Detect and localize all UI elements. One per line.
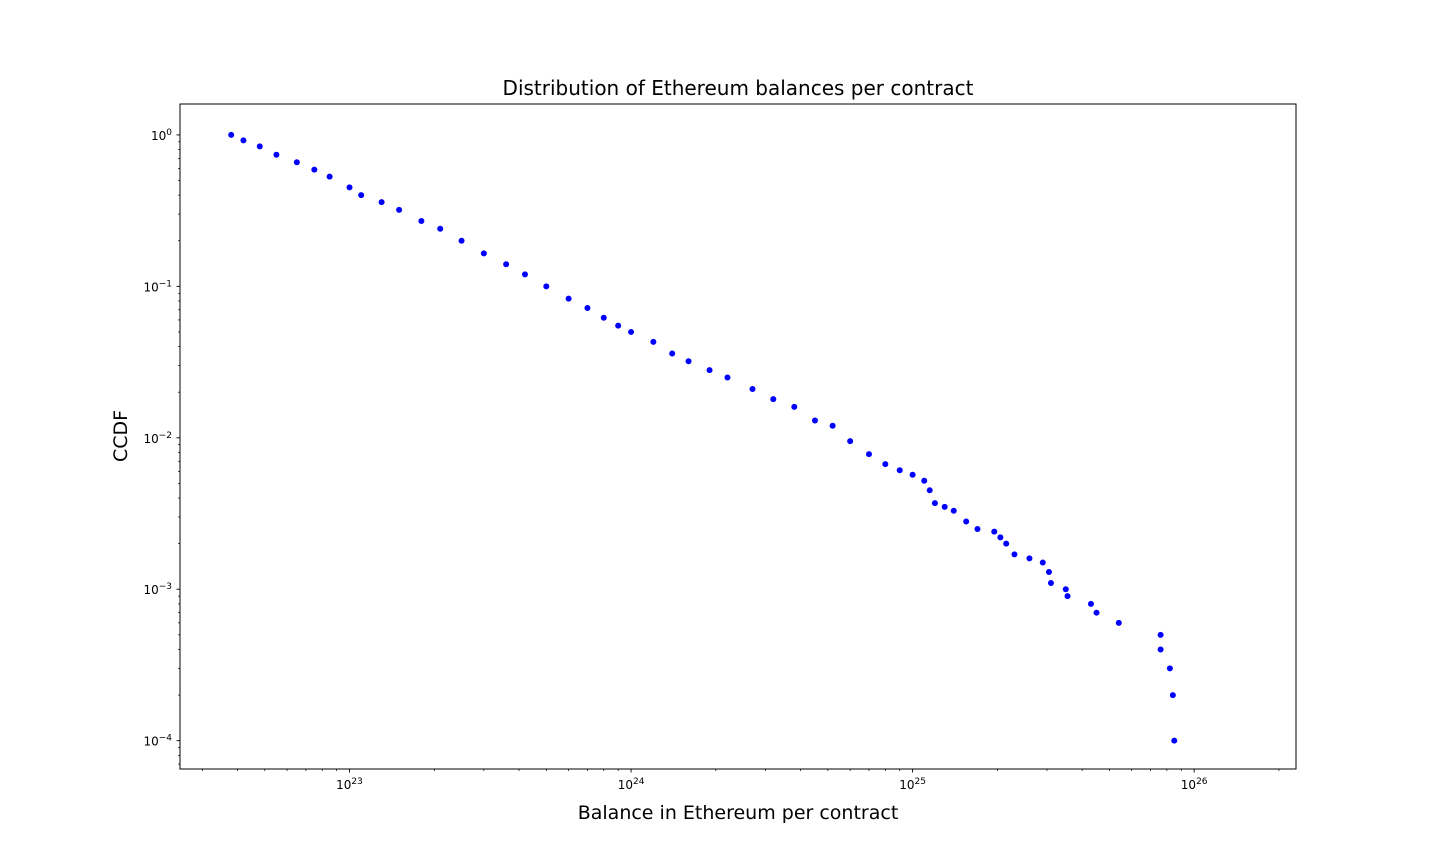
data-point [1157,646,1164,653]
data-point [1157,631,1164,638]
data-point [865,451,872,458]
data-point [724,374,731,381]
x-axis-ticks: 1023 1024 1025 1026 [201,769,1280,792]
data-point [1026,555,1033,562]
data-point [346,184,353,191]
data-point [770,396,777,403]
data-point [437,225,444,232]
data-point [921,477,928,484]
data-point [293,159,300,166]
data-point [1062,586,1069,593]
data-point [847,438,854,445]
data-point [829,422,836,429]
data-point [358,192,365,199]
y-axis-ticks: 100 10−1 10−2 10−3 10−4 [143,128,180,765]
data-point [228,131,235,138]
data-point [240,137,247,144]
x-tick-label: 1026 [1181,777,1208,792]
x-tick-label: 1025 [899,777,926,792]
data-point [669,350,676,357]
data-point [1169,692,1176,699]
data-point [503,261,510,268]
data-point [941,503,948,510]
data-point [1115,619,1122,626]
data-point [458,237,465,244]
data-point [896,467,903,474]
data-point [1045,568,1052,575]
data-point [565,295,572,302]
y-axis-label: CCDF [110,410,132,462]
data-point [950,507,957,514]
data-point [685,358,692,365]
data-point [974,525,981,532]
y-tick-label: 100 [151,128,172,143]
plot-frame [179,103,1297,770]
data-point [882,461,889,468]
data-point [615,322,622,329]
data-point [650,338,657,345]
data-point [418,218,425,225]
data-point [628,328,635,335]
data-point [256,143,263,150]
y-tick-label: 10−3 [143,582,172,597]
data-point [1087,600,1094,607]
data-point [326,173,333,180]
data-point [991,528,998,535]
data-point [1011,551,1018,558]
data-point [396,206,403,213]
data-point [1093,609,1100,616]
data-point [997,534,1004,541]
data-point [1171,737,1178,744]
data-point [1166,665,1173,672]
data-point [811,417,818,424]
y-tick-label: 10−2 [143,431,172,446]
data-point [791,403,798,410]
x-axis-label: Balance in Ethereum per contract [578,802,899,824]
data-point [749,385,756,392]
data-point [378,199,385,206]
data-point [1064,593,1071,600]
data-point [1047,579,1054,586]
y-tick-label: 10−1 [143,279,172,294]
data-point [1039,559,1046,566]
data-point [600,314,607,321]
data-point [480,250,487,257]
data-point [909,471,916,478]
data-point [963,518,970,525]
data-points [228,131,1178,744]
data-point [706,367,713,374]
data-point [273,151,280,158]
data-point [1003,540,1010,547]
data-point [931,500,938,507]
data-point [584,304,591,311]
x-tick-label: 1023 [336,777,363,792]
data-point [521,271,528,278]
y-tick-label: 10−4 [143,734,172,749]
chart-title: Distribution of Ethereum balances per co… [503,76,974,100]
data-point [926,487,933,494]
data-point [311,166,318,173]
data-point [543,283,550,290]
x-tick-label: 1024 [618,777,645,792]
